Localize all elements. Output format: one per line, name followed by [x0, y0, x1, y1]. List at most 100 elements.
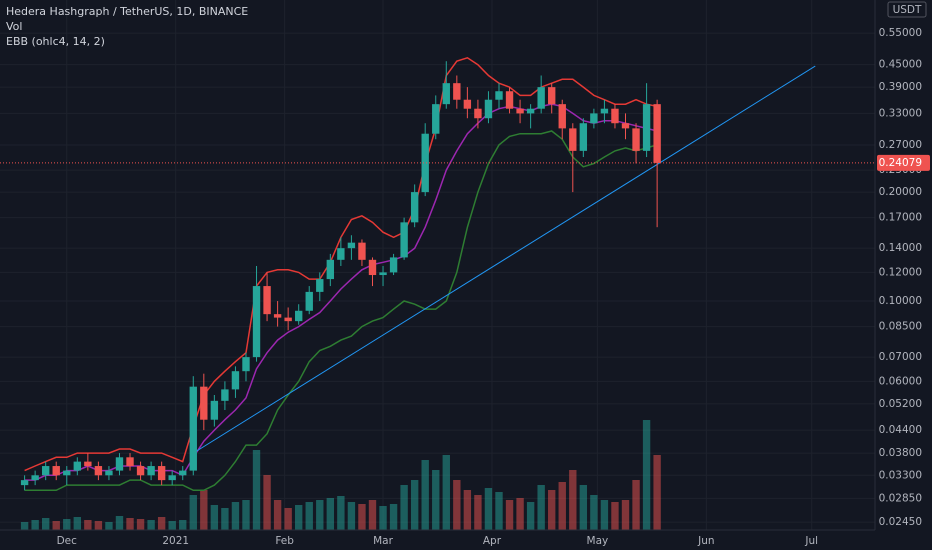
volume-bar	[179, 520, 187, 530]
x-tick-label: Feb	[275, 535, 294, 547]
candle-body	[295, 310, 303, 322]
y-tick-label: 0.06000	[879, 375, 922, 387]
volume-bar	[84, 520, 92, 530]
candle-body	[632, 128, 640, 151]
volume-bar	[305, 502, 313, 530]
volume-bar	[642, 420, 651, 530]
volume-bar	[453, 480, 461, 530]
volume-bar	[484, 488, 493, 530]
candle-body	[52, 466, 60, 476]
volume-bar	[379, 506, 387, 530]
candle-body	[157, 466, 166, 481]
candle-body	[389, 257, 398, 273]
volume-bar	[442, 455, 450, 530]
candle-body	[189, 386, 197, 471]
volume-bar	[569, 470, 577, 530]
candle-body	[379, 272, 387, 276]
volume-bar	[526, 502, 535, 530]
volume-bar	[474, 495, 482, 530]
y-tick-label: 0.04400	[879, 424, 922, 436]
x-tick-label: Jul	[804, 535, 818, 547]
volume-bar	[632, 480, 640, 530]
volume-label: Vol	[6, 20, 22, 33]
volume-bar	[284, 508, 292, 530]
candle-body	[337, 248, 345, 260]
volume-bar	[495, 492, 503, 530]
candle-body	[474, 108, 482, 119]
volume-bar	[579, 485, 588, 530]
volume-bar	[273, 500, 282, 530]
volume-bar	[432, 470, 440, 530]
volume-bar	[337, 496, 345, 530]
volume-bar	[136, 519, 145, 530]
volume-bar	[263, 475, 271, 530]
x-tick-label: Apr	[483, 535, 502, 547]
candle-body	[41, 466, 50, 476]
candle-body	[516, 108, 524, 114]
band-lower	[24, 130, 658, 492]
candle-body	[126, 457, 134, 467]
candle-body	[20, 480, 29, 486]
last-price-box	[877, 154, 930, 171]
volume-bar	[189, 495, 197, 530]
volume-bar	[316, 500, 324, 530]
candle-body	[569, 128, 577, 151]
volume-bar	[94, 521, 103, 530]
volume-bar	[168, 521, 176, 530]
volume-bar	[20, 522, 29, 530]
candle-body	[358, 242, 366, 260]
candle-body	[400, 222, 408, 258]
candle-body	[558, 104, 566, 129]
y-tick-label: 0.02450	[879, 516, 922, 528]
trendline	[193, 65, 816, 454]
volume-bar	[126, 518, 134, 530]
y-tick-label: 0.20000	[879, 186, 922, 198]
candle-body	[463, 99, 472, 109]
plot-area	[0, 56, 875, 530]
candle-body	[484, 99, 493, 119]
volume-bar	[52, 521, 60, 530]
candle-body	[421, 133, 429, 193]
candle-body	[221, 389, 229, 401]
volume-bar	[505, 500, 514, 530]
candle-body	[231, 371, 240, 390]
candle-body	[590, 113, 598, 124]
candle-body	[453, 83, 461, 100]
volume-bar	[252, 450, 261, 530]
volume-bar	[221, 508, 229, 530]
volume-bar	[63, 519, 71, 530]
volume-bar	[105, 522, 113, 530]
candle-body	[653, 104, 661, 163]
y-tick-label: 0.33000	[879, 107, 922, 119]
candle-body	[252, 286, 261, 358]
volume-bar	[73, 517, 81, 530]
candle-body	[210, 400, 219, 420]
y-tick-label: 0.10000	[879, 295, 922, 307]
candle-body	[263, 286, 271, 315]
y-tick-label: 0.05200	[879, 398, 922, 410]
volume-bar	[31, 520, 39, 530]
candle-body	[147, 466, 155, 476]
x-tick-label: Dec	[57, 535, 78, 547]
y-tick-label: 0.12000	[879, 266, 922, 278]
candle-body	[537, 87, 545, 109]
volume-bar	[242, 500, 250, 530]
volume-bar	[326, 498, 335, 530]
candle-body	[410, 192, 419, 223]
volume-bar	[368, 500, 377, 530]
x-tick-label: 2021	[162, 535, 189, 547]
y-tick-label: 0.08500	[879, 321, 922, 333]
candle-body	[168, 475, 176, 481]
y-tick-label: 0.07000	[879, 351, 922, 363]
currency-box	[887, 1, 927, 18]
volume-bar	[147, 520, 155, 530]
candle-body	[579, 123, 588, 151]
x-tick-label: Jun	[697, 535, 714, 547]
y-tick-label: 0.03800	[879, 447, 922, 459]
candle-body	[305, 291, 313, 311]
y-tick-label: 0.39000	[879, 81, 922, 93]
candle-body	[600, 108, 609, 114]
volume-bar	[389, 504, 398, 530]
